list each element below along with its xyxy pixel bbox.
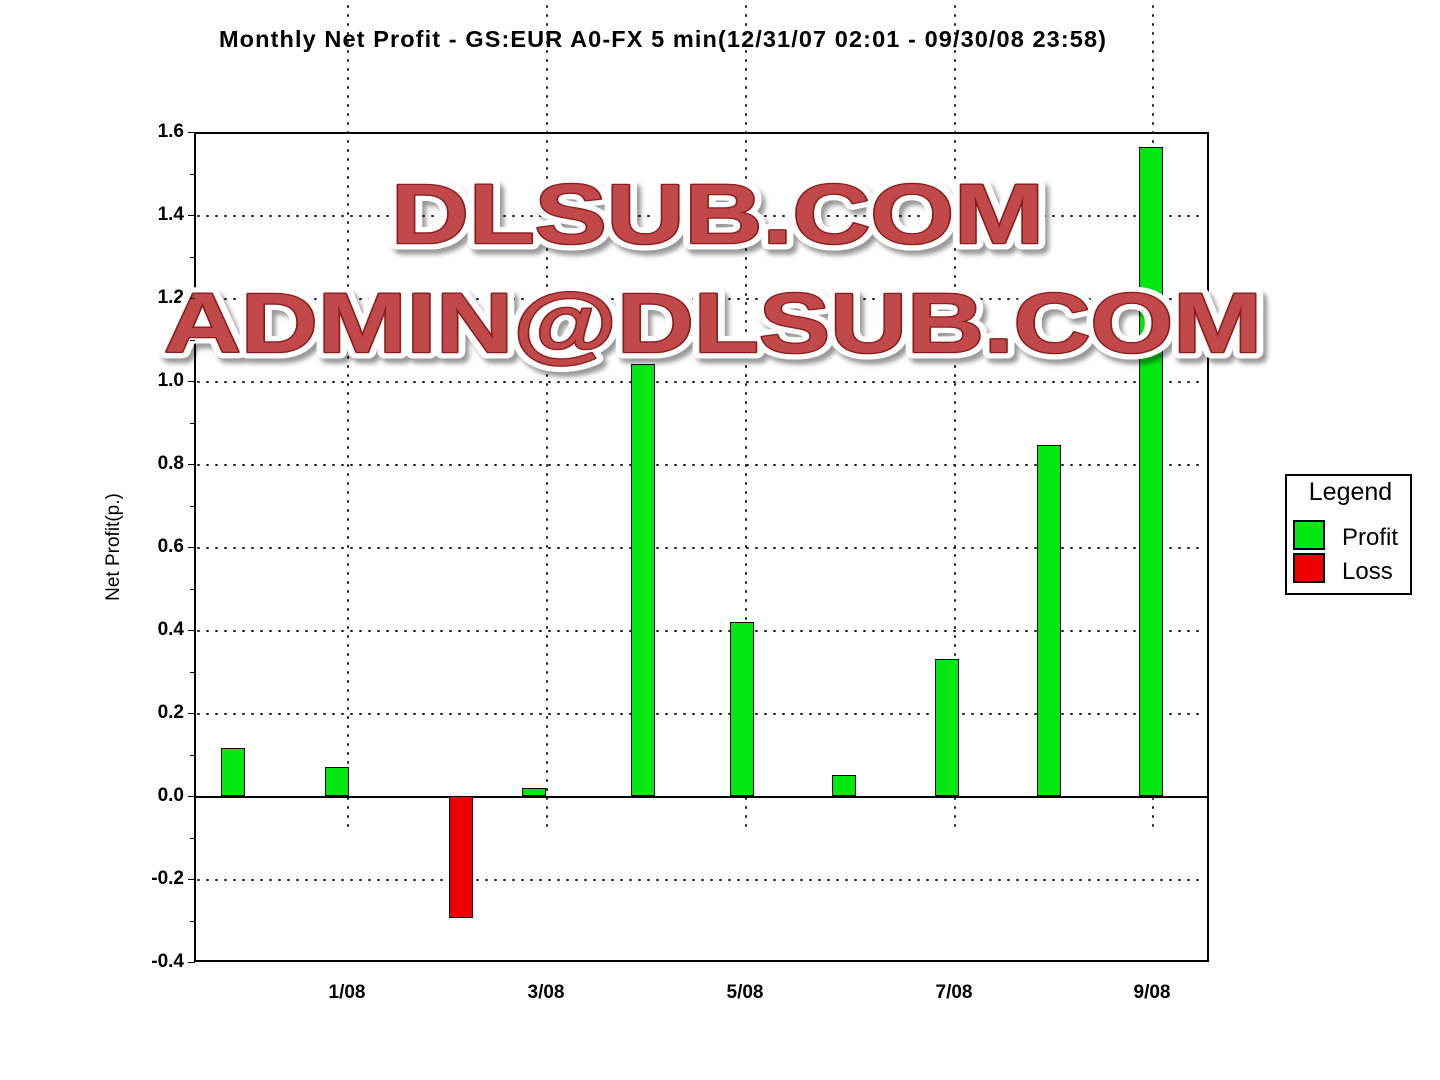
svg-text:DLSUB.COM: DLSUB.COM [391, 167, 1044, 261]
svg-text:ADMIN@DLSUB.COM: ADMIN@DLSUB.COM [164, 276, 1262, 370]
